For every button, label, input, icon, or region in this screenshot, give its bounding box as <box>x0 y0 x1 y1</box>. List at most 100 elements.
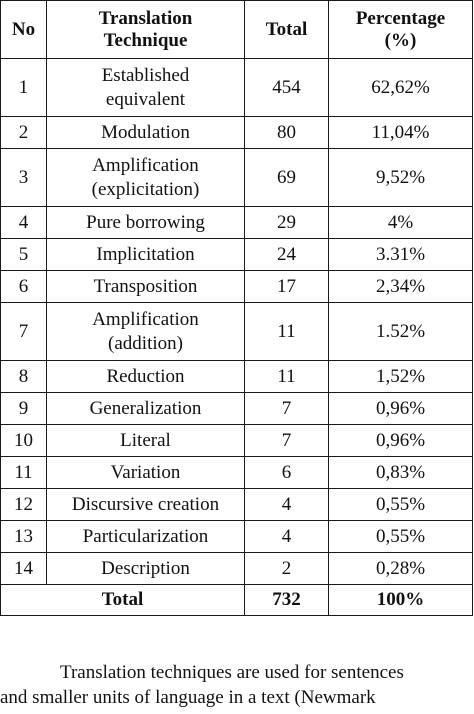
row-percentage: 62,62% <box>328 58 473 117</box>
row-technique-line1: Reduction <box>106 365 185 387</box>
row-total: 4 <box>244 520 329 553</box>
row-no: 2 <box>0 116 47 149</box>
row-total: 6 <box>244 456 329 489</box>
body-paragraph: Translation techniques are used for sent… <box>0 660 474 710</box>
table-row: 11 Variation 6 0,83% <box>0 456 473 489</box>
table-row: 9 Generalization 7 0,96% <box>0 392 473 425</box>
row-total: 24 <box>244 238 329 271</box>
row-technique: Literal <box>46 424 245 457</box>
row-percentage: 0,96% <box>328 424 473 457</box>
row-technique: Modulation <box>46 116 245 149</box>
row-percentage: 3.31% <box>328 238 473 271</box>
row-percentage: 4% <box>328 206 473 239</box>
table-row: 13 Particularization 4 0,55% <box>0 520 473 553</box>
header-total: Total <box>244 0 329 59</box>
row-technique-line1: Amplification <box>92 308 199 330</box>
row-no: 12 <box>0 488 47 521</box>
row-total: 2 <box>244 552 329 585</box>
row-percentage: 1.52% <box>328 302 473 361</box>
table-header-row: No Translation Technique Total Percentag… <box>0 0 473 59</box>
row-total: 4 <box>244 488 329 521</box>
row-technique: Amplification (addition) <box>46 302 245 361</box>
row-no: 4 <box>0 206 47 239</box>
row-technique-line1: Description <box>101 557 190 579</box>
row-technique-line2: equivalent <box>105 88 186 110</box>
row-no: 9 <box>0 392 47 425</box>
header-technique: Translation Technique <box>46 0 245 59</box>
row-no: 8 <box>0 360 47 393</box>
row-percentage: 2,34% <box>328 270 473 303</box>
row-technique-line1: Discursive creation <box>71 493 220 515</box>
row-percentage: 9,52% <box>328 148 473 207</box>
row-technique: Reduction <box>46 360 245 393</box>
row-total: 29 <box>244 206 329 239</box>
row-technique-line1: Established <box>101 64 190 86</box>
paragraph-line-1: Translation techniques are used for sent… <box>60 662 404 683</box>
row-no: 6 <box>0 270 47 303</box>
row-percentage: 0,83% <box>328 456 473 489</box>
table-row: 14 Description 2 0,28% <box>0 552 473 585</box>
row-technique-line1: Pure borrowing <box>86 211 205 233</box>
table-row: 2 Modulation 80 11,04% <box>0 116 473 149</box>
row-no: 7 <box>0 302 47 361</box>
header-percentage-line2: (%) <box>384 29 417 51</box>
row-technique: Discursive creation <box>46 488 245 521</box>
row-percentage: 0,55% <box>328 488 473 521</box>
table-row: 3 Amplification (explicitation) 69 9,52% <box>0 148 473 207</box>
table-row: 4 Pure borrowing 29 4% <box>0 206 473 239</box>
row-technique: Amplification (explicitation) <box>46 148 245 207</box>
row-total: 11 <box>244 360 329 393</box>
row-no: 14 <box>0 552 47 585</box>
row-total: 17 <box>244 270 329 303</box>
row-percentage: 11,04% <box>328 116 473 149</box>
row-technique: Implicitation <box>46 238 245 271</box>
row-no: 11 <box>0 456 47 489</box>
row-technique-line1: Variation <box>110 461 181 483</box>
total-label: Total <box>0 584 245 616</box>
row-technique: Established equivalent <box>46 58 245 117</box>
row-technique-line1: Transposition <box>93 275 198 297</box>
table-row: 6 Transposition 17 2,34% <box>0 270 473 303</box>
header-no: No <box>0 0 47 59</box>
table-row: 12 Discursive creation 4 0,55% <box>0 488 473 521</box>
row-technique: Transposition <box>46 270 245 303</box>
row-percentage: 0,96% <box>328 392 473 425</box>
row-percentage: 0,55% <box>328 520 473 553</box>
row-technique: Generalization <box>46 392 245 425</box>
row-no: 5 <box>0 238 47 271</box>
row-total: 7 <box>244 392 329 425</box>
header-technique-line1: Translation <box>98 7 193 29</box>
row-no: 3 <box>0 148 47 207</box>
table-total-row: Total 732 100% <box>0 584 473 616</box>
table-row: 7 Amplification (addition) 11 1.52% <box>0 302 473 361</box>
header-percentage-line1: Percentage <box>355 7 446 29</box>
row-technique-line1: Generalization <box>89 397 202 419</box>
total-percentage: 100% <box>328 584 473 616</box>
row-technique-line1: Implicitation <box>96 243 195 265</box>
row-total: 7 <box>244 424 329 457</box>
row-technique-line1: Particularization <box>82 525 209 547</box>
row-technique: Variation <box>46 456 245 489</box>
table-row: 8 Reduction 11 1,52% <box>0 360 473 393</box>
row-technique: Description <box>46 552 245 585</box>
total-count: 732 <box>244 584 329 616</box>
row-technique-line2: (addition) <box>108 332 183 354</box>
row-technique-line1: Literal <box>120 429 171 451</box>
row-technique-line1: Modulation <box>101 121 190 143</box>
row-total: 11 <box>244 302 329 361</box>
translation-technique-table: No Translation Technique Total Percentag… <box>0 0 473 616</box>
table-row: 10 Literal 7 0,96% <box>0 424 473 457</box>
row-total: 454 <box>244 58 329 117</box>
paragraph-line-2: and smaller units of language in a text … <box>0 687 376 708</box>
row-percentage: 0,28% <box>328 552 473 585</box>
row-technique: Particularization <box>46 520 245 553</box>
row-percentage: 1,52% <box>328 360 473 393</box>
row-total: 80 <box>244 116 329 149</box>
table-row: 5 Implicitation 24 3.31% <box>0 238 473 271</box>
table-row: 1 Established equivalent 454 62,62% <box>0 58 473 117</box>
row-no: 13 <box>0 520 47 553</box>
row-technique-line2: (explicitation) <box>91 178 200 200</box>
table-body: 1 Established equivalent 454 62,62% 2 Modulati… <box>0 58 473 585</box>
header-technique-line2: Technique <box>103 29 188 51</box>
